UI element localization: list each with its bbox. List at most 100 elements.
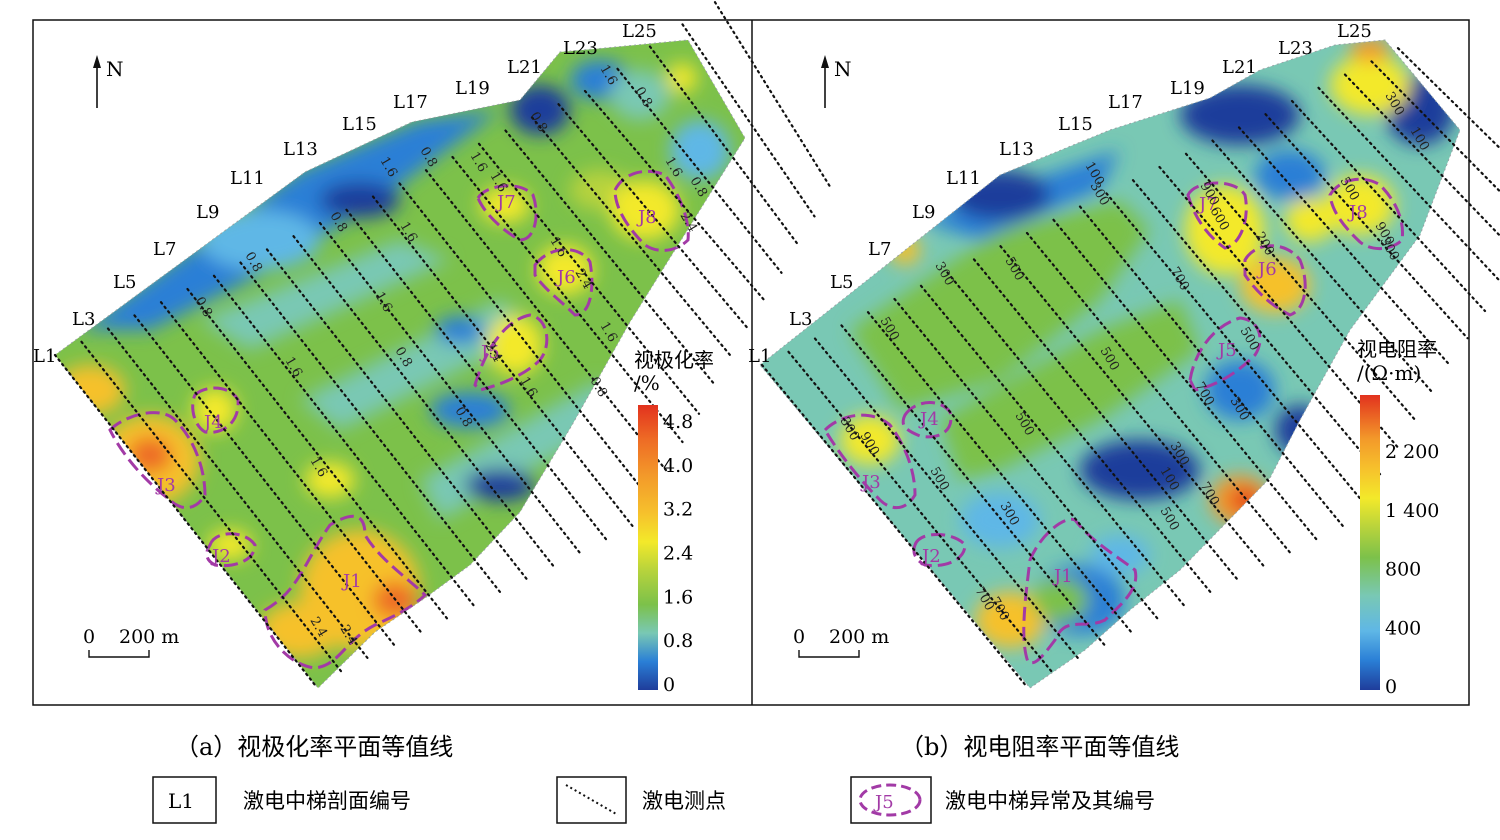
line-label: L21	[507, 57, 542, 78]
survey-line	[713, 1, 833, 190]
anomaly-outline-b-j2	[912, 533, 967, 568]
anomaly-outline-j2	[205, 532, 257, 568]
line-label: L25	[1337, 21, 1372, 42]
survey-line	[972, 258, 1241, 583]
legend-anomaly-text: 激电中梯异常及其编号	[945, 789, 1155, 813]
line-label: L17	[1108, 92, 1143, 113]
survey-line	[186, 287, 449, 621]
colorbar-tick: 800	[1385, 559, 1421, 581]
anomaly-outline-j5	[473, 313, 549, 392]
legend-points-symbol	[565, 784, 619, 816]
line-label: L13	[283, 139, 318, 160]
survey-line	[318, 221, 582, 555]
survey-line	[424, 169, 668, 472]
legend-anomaly-box-label: J5	[873, 792, 894, 813]
line-label: L7	[153, 239, 176, 260]
anomaly-outline-j6	[533, 248, 594, 317]
survey-line	[530, 116, 734, 359]
colorbar-tick: 0	[663, 674, 675, 696]
colorbar-tick: 4.8	[663, 411, 693, 433]
legend-anomaly-symbol	[858, 783, 922, 817]
survey-line	[212, 274, 476, 607]
anomaly-label: J6	[1256, 259, 1277, 280]
anomaly-labels-b: J1 J2 J3 J4 J5 J6 J7 J8	[860, 194, 1368, 587]
anomaly-outline-b-j4	[901, 401, 953, 439]
legend: L1 激电中梯剖面编号 激电测点 J5 激电中梯异常及其编号	[152, 776, 1155, 824]
line-label: L7	[868, 239, 891, 260]
anomaly-outline-b-j6	[1243, 244, 1307, 317]
survey-line	[504, 129, 717, 387]
anomaly-label: J3	[860, 472, 881, 493]
survey-line	[919, 284, 1188, 609]
anomaly-label: J1	[341, 571, 362, 592]
survey-line	[1264, 113, 1469, 340]
anomaly-label: J8	[1347, 202, 1368, 223]
survey-lines-a	[53, 1, 833, 687]
line-label: L21	[1222, 57, 1257, 78]
anomaly-label: J7	[1197, 194, 1218, 215]
colorbar-b: 视电阻率 /(Ω·m) 2 200 1 400 800 400 0	[1357, 337, 1439, 698]
survey-line	[345, 208, 608, 541]
survey-line	[760, 363, 1029, 689]
scale-bar-b: 0 200 m	[793, 626, 889, 658]
survey-line	[1025, 231, 1294, 557]
colorbar-tick: 1.6	[663, 586, 693, 608]
scale-zero-b: 0	[793, 626, 805, 648]
line-label: L19	[455, 78, 490, 99]
line-label: L9	[196, 202, 219, 223]
survey-line	[239, 261, 502, 594]
survey-line	[371, 195, 635, 528]
survey-line	[1184, 152, 1417, 421]
anomaly-label: J6	[555, 267, 576, 288]
survey-line	[787, 350, 1055, 675]
survey-lines-b	[760, 47, 1500, 689]
survey-line	[1343, 73, 1500, 238]
scale-text-b: 200 m	[829, 626, 889, 648]
line-label: L17	[393, 92, 428, 113]
line-label: L11	[946, 168, 981, 189]
colorbar-tick: 2.4	[663, 543, 693, 565]
line-label: L23	[563, 38, 598, 59]
survey-line	[648, 45, 800, 246]
survey-line	[813, 337, 1082, 662]
colorbar-tick: 3.2	[663, 499, 693, 521]
colorbar-tick: 0	[1385, 676, 1397, 698]
survey-line	[53, 353, 317, 687]
legend-points-text: 激电测点	[642, 789, 726, 813]
line-label: L13	[999, 139, 1034, 160]
anomaly-outline-b-j7	[1186, 181, 1248, 250]
caption-a: （a）视极化率平面等值线	[175, 733, 453, 761]
survey-line	[477, 142, 701, 415]
survey-line	[133, 314, 396, 647]
survey-line	[893, 297, 1161, 623]
north-arrow-b: N	[821, 55, 852, 108]
line-label: L1	[33, 346, 56, 367]
survey-line	[557, 103, 750, 331]
survey-line	[1396, 47, 1500, 150]
scale-zero-a: 0	[83, 626, 95, 648]
anomaly-outline-b-j3	[823, 413, 917, 510]
north-arrow-a: N	[93, 55, 124, 108]
line-label: L15	[1058, 114, 1093, 135]
anomaly-label: J5	[479, 342, 500, 363]
survey-line	[840, 324, 1108, 649]
legend-profile-text: 激电中梯剖面编号	[243, 789, 411, 813]
figure-frame	[32, 19, 1470, 706]
anomaly-outline-j4	[191, 386, 240, 434]
anomaly-label: J8	[636, 207, 657, 228]
survey-line	[1131, 179, 1382, 476]
line-labels-a: L1 L3 L5 L7 L9 L11 L13 L15 L17 L19 L21 L23 L25	[33, 21, 657, 367]
line-label: L5	[830, 272, 853, 293]
line-label: L15	[342, 114, 377, 135]
anomaly-label: J4	[918, 409, 939, 430]
colorbar-tick: 2 200	[1385, 441, 1439, 463]
north-label-a: N	[106, 57, 124, 81]
colorbar-unit-a: /%	[634, 371, 660, 395]
line-label: L3	[789, 309, 812, 330]
survey-line	[265, 248, 529, 581]
anomaly-outline-j8	[613, 169, 690, 252]
survey-line	[1237, 126, 1452, 367]
anomaly-outline-b-j8	[1328, 177, 1405, 250]
survey-line	[583, 89, 767, 303]
